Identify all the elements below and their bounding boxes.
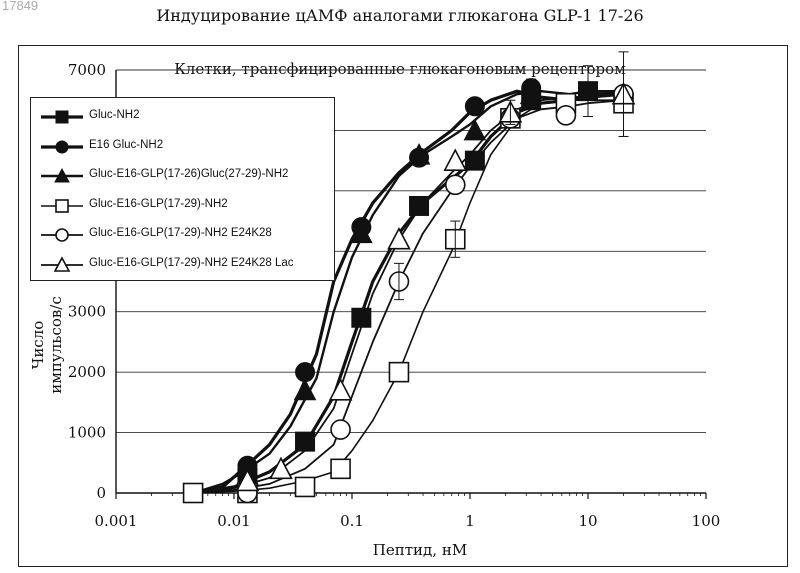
legend-item: Gluc-E16-GLP(17-29)-NH2 E24K28	[31, 224, 331, 246]
x-tick-label: 0.01	[217, 512, 250, 530]
legend-swatch	[39, 197, 85, 215]
data-point	[556, 106, 575, 125]
legend-label: Gluc-E16-GLP(17-29)-NH2	[89, 198, 228, 210]
y-tick-label: 2000	[68, 363, 106, 381]
legend-swatch	[39, 256, 85, 274]
legend-item: Gluc-E16-GLP(17-29)-NH2 E24K28 Lac	[31, 254, 331, 276]
data-point	[388, 229, 409, 249]
data-point	[352, 308, 371, 327]
data-point	[295, 380, 316, 400]
chart-legend: Gluc-NH2 E16 Gluc-NH2 Gluc-E16-GLP(17-26)G…	[30, 97, 335, 281]
x-tick-label: 1	[465, 512, 475, 530]
x-axis-title: Пептид, нМ	[373, 541, 467, 559]
y-tick-label: 0	[96, 484, 106, 502]
y-tick-label: 3000	[68, 303, 106, 321]
legend-swatch	[39, 226, 85, 244]
legend-swatch	[39, 108, 85, 126]
legend-item: Gluc-NH2	[31, 106, 331, 128]
legend-label: E16 Gluc-NH2	[89, 139, 163, 151]
data-point	[389, 363, 408, 382]
x-tick-label: 100	[692, 512, 721, 530]
data-point	[465, 151, 484, 170]
legend-label: Gluc-NH2	[89, 109, 139, 121]
y-tick-label: 1000	[68, 424, 106, 442]
legend-marker	[56, 141, 68, 153]
data-point	[184, 484, 203, 503]
y-axis-title-line: Число	[29, 321, 47, 370]
data-point	[465, 97, 484, 116]
legend-swatch	[39, 138, 85, 156]
data-point	[331, 459, 350, 478]
data-point	[331, 420, 350, 439]
legend-label: Gluc-E16-GLP(17-26)Gluc(27-29)-NH2	[89, 168, 288, 180]
data-point	[296, 477, 315, 496]
data-point	[464, 120, 485, 140]
legend-item: Gluc-E16-GLP(17-29)-NH2	[31, 195, 331, 217]
legend-label: Gluc-E16-GLP(17-29)-NH2 E24K28	[89, 227, 272, 239]
legend-marker	[56, 200, 68, 212]
y-tick-label: 7000	[68, 61, 106, 79]
data-point	[445, 150, 466, 170]
legend-swatch	[39, 167, 85, 185]
x-tick-label: 0.001	[95, 512, 138, 530]
legend-marker	[56, 229, 68, 241]
data-point	[410, 196, 429, 215]
x-tick-label: 0.1	[340, 512, 364, 530]
x-tick-label: 10	[578, 512, 597, 530]
legend-item: E16 Gluc-NH2	[31, 136, 331, 158]
legend-label: Gluc-E16-GLP(17-29)-NH2 E24K28 Lac	[89, 257, 294, 269]
data-point	[446, 175, 465, 194]
legend-item: Gluc-E16-GLP(17-26)Gluc(27-29)-NH2	[31, 165, 331, 187]
data-point	[330, 380, 351, 400]
y-axis-title-line: импульсов/с	[47, 296, 65, 394]
y-axis-title: Числоимпульсов/с	[29, 296, 65, 394]
data-point	[296, 432, 315, 451]
legend-marker	[56, 111, 68, 123]
